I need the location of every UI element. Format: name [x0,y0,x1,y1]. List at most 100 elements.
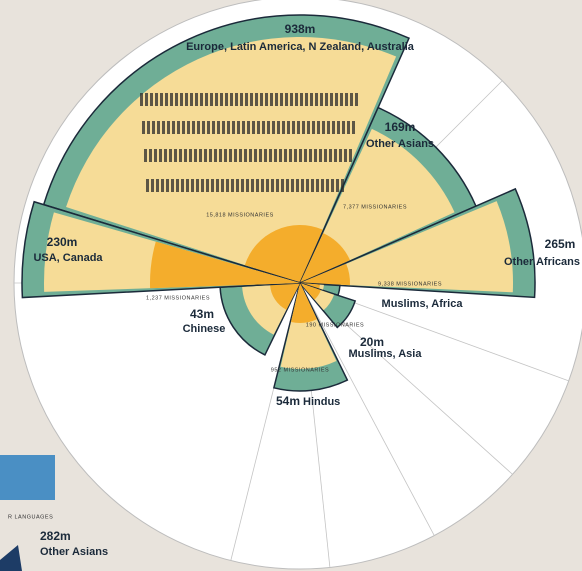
figure [345,93,348,106]
figure [227,121,230,134]
figure [335,93,338,106]
figure [230,93,233,106]
figure [249,149,252,162]
figure [332,121,335,134]
wedge-core [244,224,323,283]
category-label: Hindus [303,396,340,408]
value-label: 43m [190,307,214,321]
figure [234,149,237,162]
figure [146,179,149,192]
wedge-inner [300,201,513,293]
figure [195,93,198,106]
figure [165,93,168,106]
value-label: 169m [385,120,416,134]
figure [217,121,220,134]
figure [144,149,147,162]
figure [191,179,194,192]
figure [244,149,247,162]
figure [220,93,223,106]
figure [281,179,284,192]
figure [295,93,298,106]
figure [317,121,320,134]
figure [207,121,210,134]
figure [270,93,273,106]
figure [294,149,297,162]
figure [274,149,277,162]
figure [196,179,199,192]
figure [262,121,265,134]
figure [297,121,300,134]
side-caption: R LANGUAGES [8,514,53,520]
figure [206,179,209,192]
figure [261,179,264,192]
wedge-core [300,283,321,300]
wedge-core [300,263,351,286]
figure [329,149,332,162]
figure [302,121,305,134]
figure [306,179,309,192]
figure [309,149,312,162]
figure [151,179,154,192]
figure [170,93,173,106]
figure [192,121,195,134]
figure [189,149,192,162]
side-value: 282m [40,529,71,543]
figure [257,121,260,134]
figure [271,179,274,192]
figure [334,149,337,162]
figure [154,149,157,162]
figure [322,121,325,134]
figure [184,149,187,162]
figure [320,93,323,106]
category-label: USA, Canada [33,252,103,264]
divider-line [299,282,435,536]
figure [304,149,307,162]
wedge-core [150,241,300,289]
figure [150,93,153,106]
figure [222,121,225,134]
figure [296,179,299,192]
figure [300,93,303,106]
figure [224,149,227,162]
figure [235,93,238,106]
figure [339,149,342,162]
figure [312,121,315,134]
figure [341,179,344,192]
figure [242,121,245,134]
figure [219,149,222,162]
side-figure [0,545,22,571]
figure [336,179,339,192]
figure [201,179,204,192]
figure [245,93,248,106]
figure [190,93,193,106]
wedge-core [270,283,300,310]
figure [194,149,197,162]
figure [215,93,218,106]
figure [164,149,167,162]
figure [307,121,310,134]
category-label: Muslims, Asia [349,348,423,360]
figure [149,149,152,162]
figure [210,93,213,106]
figure [216,179,219,192]
figure [272,121,275,134]
figure [331,179,334,192]
category-label: Muslims, Africa [382,298,464,310]
figure [185,93,188,106]
figure [142,121,145,134]
category-label: Other Africans [504,256,580,268]
figure [316,179,319,192]
figure [267,121,270,134]
figure [209,149,212,162]
figure [186,179,189,192]
figure [221,179,224,192]
value-label: 20m [360,335,384,349]
figure [289,149,292,162]
figure [350,93,353,106]
figure [251,179,254,192]
missionaries-label: 9,338 MISSIONARIES [378,281,442,287]
figure [229,149,232,162]
figure [314,149,317,162]
figure [256,179,259,192]
